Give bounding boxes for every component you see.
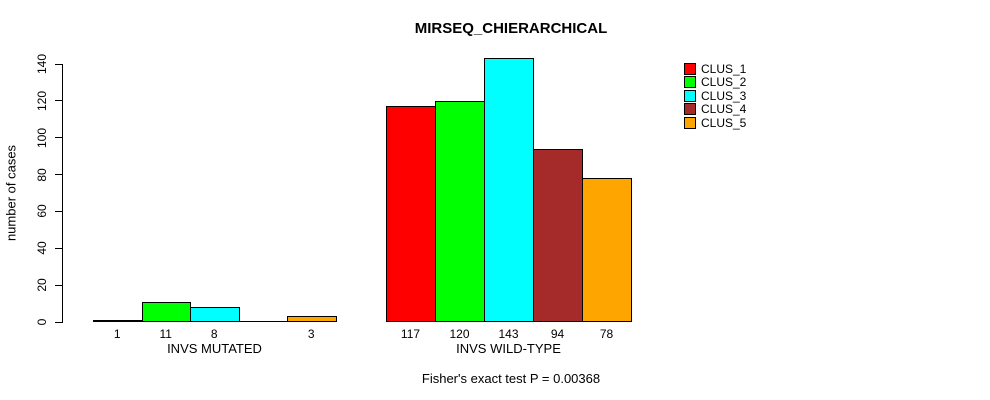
y-tick-label: 20 [35,278,49,292]
y-tick-mark [55,284,62,286]
y-tick-mark [55,210,62,212]
bar-value-label: 143 [498,327,519,341]
legend-label: CLUS_2 [701,75,747,90]
y-tick-mark [55,100,62,102]
bar-clus_1-wildtype [386,106,436,322]
legend-swatch-icon [684,76,696,89]
legend-label: CLUS_3 [701,88,747,103]
bar-value-label: 8 [210,327,218,341]
bar-value-label: 117 [400,327,421,341]
bar-clus_3-mutated [190,307,240,322]
legend-swatch-icon [684,89,696,102]
legend-swatch-icon [684,116,696,129]
x-group-label-mutated: INVS MUTATED [167,341,262,356]
legend-swatch-icon [684,63,696,75]
y-tick-mark [55,321,62,323]
bar-clus_4-wildtype [533,148,583,322]
y-axis-label: number of cases [3,144,19,242]
bar-clus_4-mutated [238,321,288,322]
legend-swatch-icon [684,103,696,116]
bar-clus_2-mutated [141,301,191,322]
legend-item-clus_1: CLUS_1 [684,63,746,75]
bar-value-label: 94 [550,327,565,341]
y-axis-line [62,64,63,323]
chart-title: MIRSEQ_CHIERARCHICAL [414,20,608,37]
y-tick-label: 0 [35,318,49,326]
y-tick-label: 120 [35,90,49,111]
y-tick-mark [55,174,62,176]
legend-item-clus_4: CLUS_4 [684,102,747,117]
fisher-test-note: Fisher's exact test P = 0.00368 [421,371,601,386]
y-tick-mark [55,137,62,139]
legend-item-clus_5: CLUS_5 [684,115,747,130]
y-tick-label: 40 [35,241,49,255]
y-tick-label: 60 [35,204,49,219]
legend-label: CLUS_4 [701,102,747,117]
y-tick-mark [55,63,62,65]
bar-value-label: 3 [307,327,315,341]
legend-label: CLUS_1 [701,62,747,76]
x-group-label-wildtype: INVS WILD-TYPE [456,341,561,356]
bar-value-label: 78 [599,327,614,341]
y-tick-label: 140 [35,53,49,75]
legend-item-clus_3: CLUS_3 [684,88,747,103]
y-tick-mark [55,247,62,249]
y-tick-label: 80 [35,167,49,182]
bar-clus_5-wildtype [582,178,632,322]
legend-label: CLUS_5 [701,115,747,130]
y-tick-label: 100 [35,127,49,148]
bar-clus_5-mutated [287,316,337,322]
bar-value-label: 11 [159,327,172,341]
bar-value-label: 120 [449,327,470,341]
bar-value-label: 1 [113,327,121,341]
bar-clus_1-mutated [93,320,143,323]
legend-item-clus_2: CLUS_2 [684,75,747,90]
bar-clus_3-wildtype [484,58,534,322]
bar-clus_2-wildtype [435,100,485,322]
